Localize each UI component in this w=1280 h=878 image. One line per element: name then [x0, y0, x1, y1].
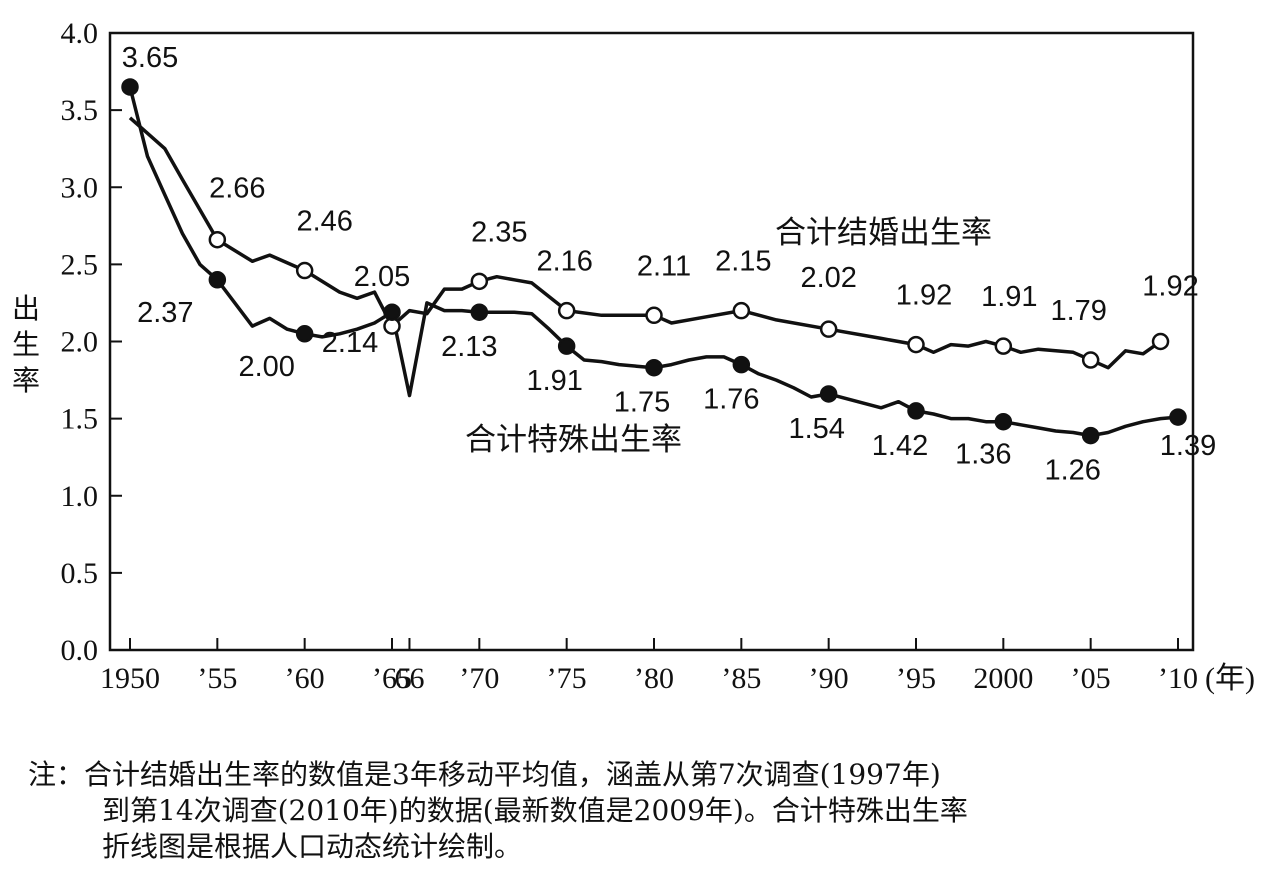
point-marker — [819, 320, 838, 338]
point-marker — [994, 412, 1013, 431]
point-marker — [295, 261, 314, 280]
y-axis-label: 出生率 — [12, 292, 40, 397]
y-tick-label: 0.0 — [61, 634, 99, 667]
data-label: 1.36 — [955, 439, 1011, 471]
data-label: 1.79 — [1050, 295, 1106, 327]
data-label: 2.02 — [800, 262, 856, 294]
y-tick-label: 2.5 — [61, 248, 99, 281]
x-tick-label: ’65 — [372, 662, 412, 695]
x-tick-label: 66 — [394, 662, 424, 695]
data-label: 2.14 — [322, 327, 378, 359]
data-label: 2.11 — [637, 250, 691, 282]
data-label: 2.00 — [238, 351, 294, 383]
data-label: 2.05 — [354, 261, 410, 293]
footnote-line-3: 折线图是根据人口动态统计绘制。 — [102, 830, 523, 863]
y-tick-label: 3.5 — [61, 94, 99, 127]
plot-frame — [108, 31, 1195, 652]
y-axis: 0.0 0.5 1.0 1.5 2.0 2.5 3.0 3.5 4.0 — [61, 17, 122, 667]
point-marker — [645, 306, 663, 325]
footnote-line-2: 到第14次调查(2010年)的数据(最新数值是2009年)。合计特殊出生率 — [102, 794, 968, 827]
birth-rate-line-chart: 0.0 0.5 1.0 1.5 2.0 2.5 3.0 3.5 4.0 1950 ’55 ’60 ’6… — [12, 17, 1255, 695]
data-label: 2.37 — [137, 297, 193, 329]
x-tick-label: ’05 — [1071, 662, 1111, 695]
point-marker — [295, 325, 314, 343]
point-marker — [121, 78, 139, 96]
x-tick-label: ’90 — [809, 662, 849, 695]
point-marker — [1169, 408, 1187, 426]
series-label-marriage-rate: 合计结婚出生率 — [775, 215, 992, 251]
data-label: 2.46 — [296, 206, 352, 238]
data-label: 2.66 — [209, 173, 265, 205]
data-label: 1.76 — [703, 384, 759, 416]
point-marker — [732, 301, 751, 320]
data-label: 2.15 — [715, 246, 771, 278]
point-marker — [470, 272, 489, 291]
x-tick-label: ’10 — [1158, 662, 1198, 695]
x-tick-label: ’80 — [634, 662, 674, 695]
point-marker — [732, 355, 751, 374]
x-tick-label: ’55 — [197, 662, 237, 695]
point-marker — [383, 303, 401, 321]
x-tick-label: ’85 — [721, 662, 761, 695]
data-label: 1.92 — [1142, 271, 1198, 303]
point-marker — [1081, 426, 1100, 445]
data-label: 1.42 — [872, 430, 928, 462]
y-tick-label: 0.5 — [61, 557, 99, 590]
data-label: 2.13 — [441, 331, 497, 363]
point-marker — [1081, 351, 1100, 369]
point-marker — [470, 303, 489, 321]
data-label: 3.65 — [122, 42, 178, 74]
data-label: 1.54 — [788, 413, 844, 445]
x-tick-label: ’70 — [459, 662, 499, 695]
data-label: 1.75 — [614, 387, 670, 419]
x-axis-unit: (年) — [1205, 662, 1255, 695]
y-tick-label: 1.0 — [61, 480, 99, 513]
series-markers — [121, 78, 1187, 445]
data-label: 2.35 — [471, 216, 527, 248]
data-label: 1.39 — [1160, 430, 1216, 462]
point-marker — [557, 337, 576, 355]
point-marker — [208, 271, 227, 289]
x-tick-label: ’75 — [547, 662, 587, 695]
data-label: 1.26 — [1044, 455, 1100, 487]
series-label-total-fertility-rate: 合计特殊出生率 — [465, 422, 682, 458]
data-label: 1.91 — [526, 365, 582, 397]
series-line-0 — [128, 116, 1162, 370]
y-tick-label: 2.0 — [61, 326, 99, 359]
y-tick-label: 1.5 — [61, 403, 99, 436]
x-tick-label: ’60 — [285, 662, 325, 695]
data-label: 2.16 — [536, 246, 592, 278]
x-tick-label: ’95 — [896, 662, 936, 695]
point-marker — [907, 402, 925, 420]
point-marker — [994, 337, 1013, 355]
point-marker — [1151, 332, 1170, 351]
data-label: 1.92 — [896, 280, 952, 312]
point-marker — [208, 230, 227, 249]
point-marker — [907, 335, 925, 354]
footnote: 注：合计结婚出生率的数值是3年移动平均值，涵盖从第7次调查(1997年) 到第1… — [28, 757, 1258, 865]
x-tick-label: 2000 — [973, 662, 1033, 695]
data-labels: 2.66 2.462.05 2.35 2.16 2.11 2.15 2.02 1.92 1.91… — [122, 42, 1216, 487]
data-label: 1.91 — [981, 281, 1037, 313]
y-tick-label: 3.0 — [61, 171, 99, 204]
x-tick-label: 1950 — [100, 662, 160, 695]
point-marker — [645, 358, 663, 377]
footnote-line-1: 注：合计结婚出生率的数值是3年移动平均值，涵盖从第7次调查(1997年) — [28, 758, 941, 791]
point-marker — [557, 301, 576, 320]
y-tick-label: 4.0 — [61, 17, 99, 50]
point-marker — [819, 385, 838, 403]
